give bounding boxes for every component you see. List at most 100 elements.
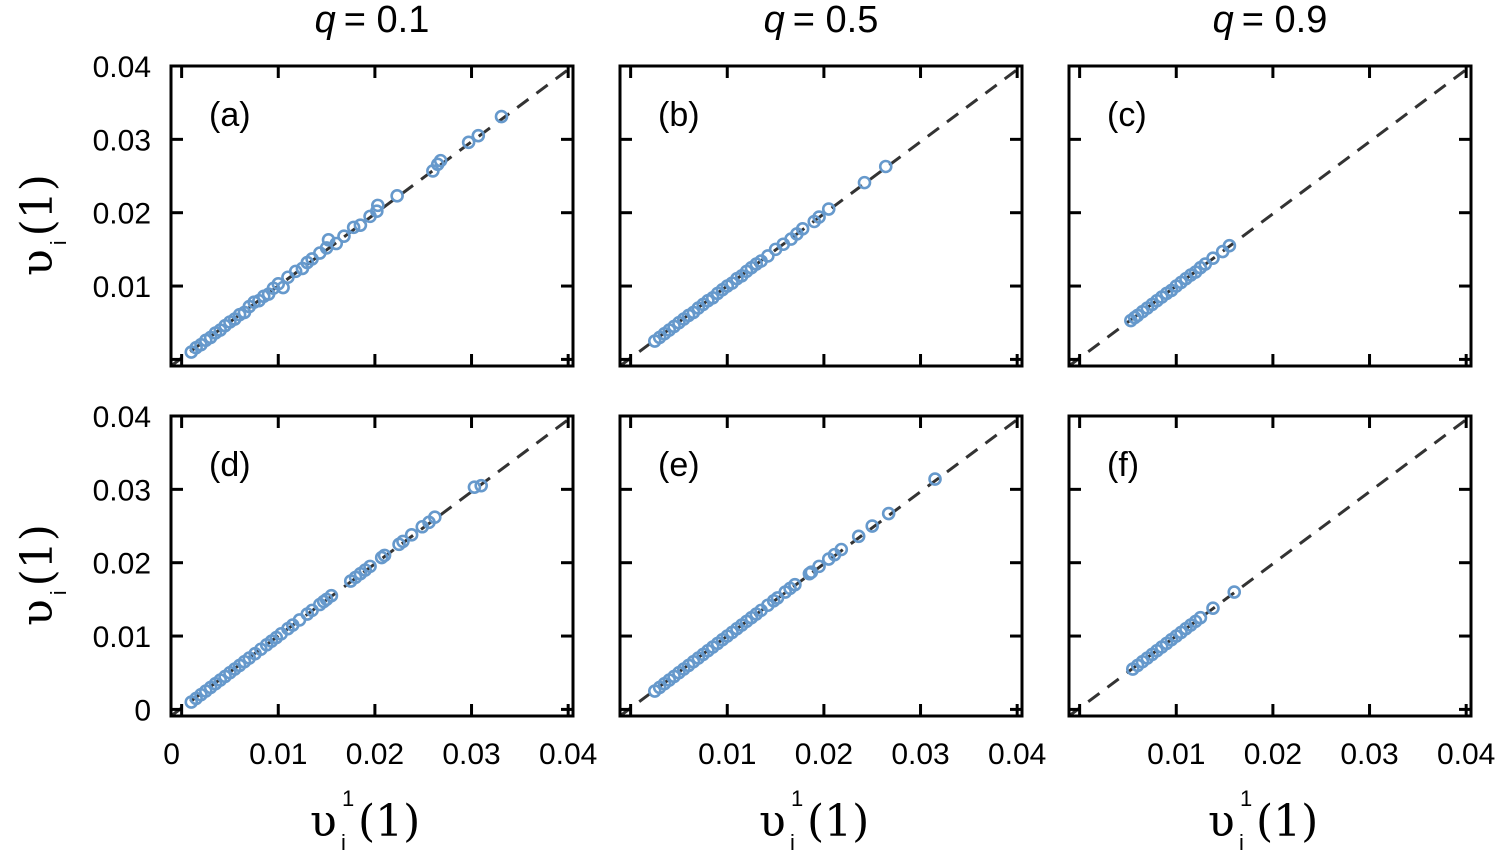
x-tick-label: 0.04 xyxy=(988,738,1046,771)
column-title-q: q xyxy=(764,0,785,41)
data-point xyxy=(1215,244,1230,259)
data-point xyxy=(647,684,662,698)
data-point xyxy=(474,478,488,493)
panel-label: (e) xyxy=(658,446,700,484)
data-point xyxy=(461,135,476,150)
y-tick-label: 0.02 xyxy=(93,198,151,231)
column-title: q = 0.5 xyxy=(764,0,879,41)
data-point xyxy=(295,261,310,276)
data-point xyxy=(865,519,880,533)
y-axis-label: υi(1) xyxy=(12,524,71,626)
plot-frame xyxy=(169,414,575,718)
x-tick-label: 0.03 xyxy=(891,738,949,771)
data-point xyxy=(404,528,419,542)
svg-text:i: i xyxy=(1239,830,1244,853)
svg-text:(1): (1) xyxy=(358,796,420,847)
panel-d: 0.04 0.03 0.02 0.01 00 0.01 0.02 0.03 0.04 (d) xyxy=(93,401,598,771)
column-title-value: = 0.1 xyxy=(344,0,430,41)
column-title-value: = 0.9 xyxy=(1242,0,1328,41)
data-point xyxy=(1227,585,1242,599)
y-tick-label: 0.04 xyxy=(93,51,151,84)
x-tick-label: 0.03 xyxy=(1340,738,1398,771)
plot-frame xyxy=(1067,414,1473,718)
data-point xyxy=(1125,662,1140,676)
data-point xyxy=(415,519,430,534)
svg-text:(1): (1) xyxy=(1256,796,1318,847)
data-point xyxy=(370,198,385,213)
x-tick-label: 0.01 xyxy=(1147,738,1205,771)
column-title-q: q xyxy=(315,0,336,41)
x-tick-label: 0.01 xyxy=(249,738,307,771)
x-tick-label: 0.01 xyxy=(698,738,756,771)
svg-text:i: i xyxy=(790,830,795,853)
data-point xyxy=(374,550,389,565)
data-point xyxy=(346,220,361,235)
plot-frame xyxy=(618,414,1024,718)
data-point xyxy=(881,506,896,521)
plot-frame xyxy=(618,64,1024,368)
panel-label: (a) xyxy=(209,96,251,134)
svg-text:υ: υ xyxy=(759,796,786,847)
data-point xyxy=(1124,313,1138,328)
panel-a: 0.04 0.03 0.02 0.01 (a) xyxy=(93,51,575,368)
y-tick-label: 0 xyxy=(134,694,151,727)
data-point xyxy=(390,189,404,203)
column-title: q = 0.9 xyxy=(1213,0,1328,41)
x-axis-label: υ 1 i (1) xyxy=(310,786,420,853)
data-point xyxy=(471,128,486,143)
data-point xyxy=(1206,601,1220,615)
svg-text:υ: υ xyxy=(310,796,337,847)
svg-text:1: 1 xyxy=(791,786,803,811)
data-point xyxy=(647,334,662,348)
x-tick-label: 0.02 xyxy=(346,738,404,771)
y-tick-label: 0.04 xyxy=(93,401,151,434)
x-tick-label: 0.02 xyxy=(795,738,853,771)
x-tick-label: 0.04 xyxy=(539,738,597,771)
y-tick-label: 0.03 xyxy=(93,124,151,157)
panel-label: (b) xyxy=(658,96,700,134)
data-point xyxy=(337,229,351,243)
data-point xyxy=(467,480,482,494)
panel-e: 0.01 0.02 0.03 0.04 (e) xyxy=(618,414,1046,771)
column-title: q = 0.1 xyxy=(315,0,430,41)
data-point xyxy=(321,233,336,247)
panel-f: 0.01 0.02 0.03 0.04 (f) xyxy=(1067,414,1495,771)
panel-c: (c) xyxy=(1067,64,1473,368)
reference-line-y-equals-x xyxy=(1068,64,1472,368)
data-point xyxy=(807,214,822,229)
data-point xyxy=(768,242,783,257)
svg-text:1: 1 xyxy=(1240,786,1252,811)
y-tick-label: 0.03 xyxy=(93,474,151,507)
panel-label: (c) xyxy=(1107,96,1147,134)
svg-text:1: 1 xyxy=(342,786,354,811)
x-axis-label: υ 1 i (1) xyxy=(759,786,869,853)
svg-text:(1): (1) xyxy=(807,796,869,847)
data-point xyxy=(494,109,509,124)
svg-text:υ: υ xyxy=(1208,796,1235,847)
data-point xyxy=(392,537,406,552)
panel-label: (f) xyxy=(1107,446,1139,484)
data-point xyxy=(426,164,440,178)
data-point xyxy=(363,209,377,224)
column-title-q: q xyxy=(1213,0,1234,41)
data-point xyxy=(878,159,893,174)
data-point xyxy=(857,175,872,190)
panel-label: (d) xyxy=(209,446,251,484)
y-tick-label: 0.02 xyxy=(93,548,151,581)
column-title-value: = 0.5 xyxy=(793,0,879,41)
y-tick-label: 0.01 xyxy=(93,621,151,654)
x-tick-label: 0.02 xyxy=(1244,738,1302,771)
x-tick-label: 0.03 xyxy=(442,738,500,771)
svg-text:υi(1): υi(1) xyxy=(12,524,71,626)
data-point xyxy=(353,218,368,232)
data-point xyxy=(821,202,836,216)
x-tick-label: 0.04 xyxy=(1437,738,1495,771)
x-tick-label: 0 xyxy=(163,738,180,771)
data-point xyxy=(184,695,199,709)
data-point xyxy=(184,345,199,359)
y-tick-label: 0.01 xyxy=(93,271,151,304)
data-point xyxy=(343,574,358,588)
svg-text:i: i xyxy=(341,830,346,853)
data-point xyxy=(851,529,866,544)
